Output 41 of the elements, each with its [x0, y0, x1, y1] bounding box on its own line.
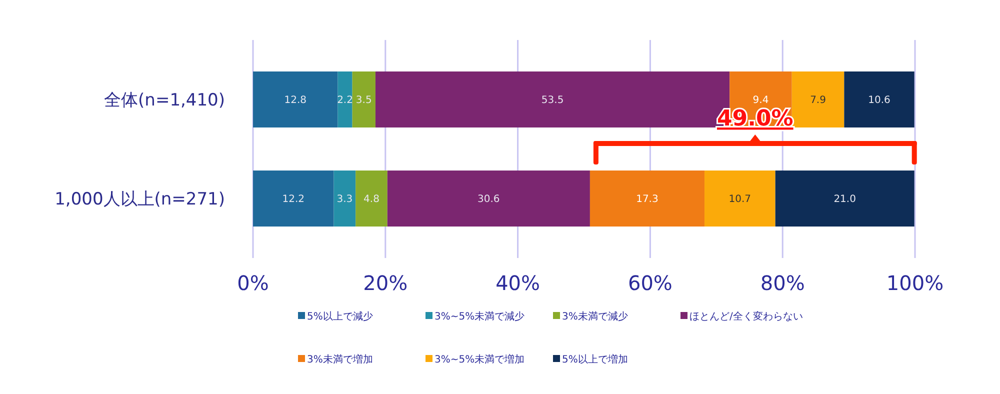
- bar: [334, 170, 356, 227]
- bar: [844, 71, 914, 128]
- bar: [792, 71, 844, 128]
- bar: [387, 170, 590, 227]
- legend-label: 5%以上で増加: [562, 354, 628, 366]
- bar: [253, 71, 338, 128]
- legend-label: 3%~5%未満で減少: [434, 310, 525, 322]
- y-tick-label: 1,000人以上(n=271): [54, 189, 225, 210]
- x-tick-label: 40%: [496, 271, 540, 296]
- data-label: 7.9: [810, 94, 826, 106]
- data-label: 17.3: [636, 194, 658, 206]
- x-tick-label: 60%: [628, 271, 672, 296]
- data-label: 10.6: [868, 94, 890, 106]
- legend-label: 3%~5%未満で増加: [434, 354, 525, 366]
- y-tick-label: 全体(n=1,410): [104, 90, 225, 110]
- data-label: 3.3: [336, 194, 353, 206]
- data-label: 10.7: [728, 194, 752, 206]
- bar: [704, 170, 776, 227]
- x-tick-label: 100%: [886, 271, 944, 296]
- bar: [253, 170, 334, 227]
- bar: [775, 170, 914, 227]
- bar: [352, 71, 376, 128]
- x-tick-label: 80%: [760, 271, 805, 296]
- data-label: 30.6: [478, 194, 500, 206]
- bar: [590, 170, 704, 227]
- data-label: 4.8: [364, 194, 380, 206]
- data-label: 9.4: [752, 94, 769, 106]
- legend-label: 3%未満で減少: [562, 310, 628, 322]
- bar: [356, 170, 388, 227]
- x-tick-label: 20%: [363, 271, 408, 296]
- legend-label: 3%未満で増加: [307, 354, 373, 366]
- legend-label: ほとんど/全く変わらない: [690, 310, 803, 322]
- legend-label: 5%以上で減少: [307, 310, 373, 322]
- data-label: 12.2: [282, 194, 305, 206]
- data-label: 3.5: [356, 94, 372, 106]
- data-label: 21.0: [834, 194, 856, 206]
- data-label: 2.2: [337, 94, 353, 106]
- x-tick-label: 0%: [237, 271, 269, 296]
- data-label: 53.5: [541, 94, 564, 106]
- data-label: 12.8: [284, 94, 306, 106]
- bar: [338, 71, 352, 128]
